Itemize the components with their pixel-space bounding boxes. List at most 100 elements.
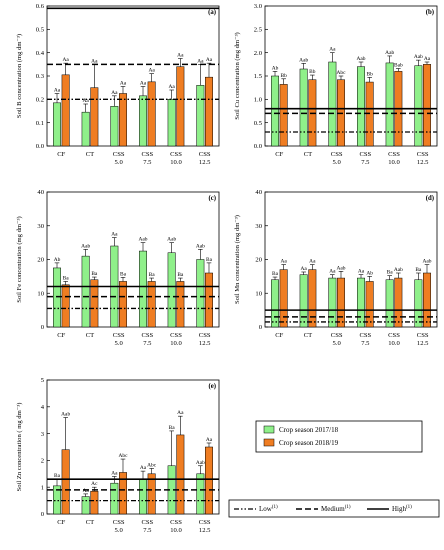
- significance-label: Aab: [61, 412, 70, 418]
- significance-label: Aa: [206, 57, 213, 63]
- significance-label: Abc: [147, 462, 157, 468]
- y-tick-label: 0.6: [36, 3, 45, 10]
- significance-label: Aab: [167, 237, 176, 243]
- significance-label: Aab: [357, 56, 366, 62]
- y-tick-label: 1.5: [254, 73, 263, 80]
- y-tick-label: 30: [37, 223, 44, 230]
- significance-label: Aa: [197, 58, 204, 64]
- x-tick-label: 12.5: [199, 340, 211, 347]
- x-tick-label: 5.0: [333, 159, 342, 166]
- significance-label: Aab: [394, 267, 403, 273]
- plot-frame: [46, 379, 220, 515]
- x-tick-label: 10.0: [170, 159, 182, 166]
- x-tick-label: CSS: [417, 151, 429, 158]
- significance-label: Aa: [140, 81, 147, 87]
- plot-frame: [46, 191, 220, 328]
- significance-label: Aab: [423, 259, 432, 265]
- x-tick-label: 5.0: [115, 340, 124, 347]
- significance-label: Aa: [177, 410, 184, 416]
- significance-label: Abc: [119, 453, 129, 459]
- bar-2017-18: [81, 496, 90, 515]
- x-tick-label: CSS: [417, 332, 429, 339]
- significance-label: Ab: [272, 65, 279, 71]
- significance-label: Aa: [120, 81, 127, 87]
- y-tick-label: 10: [37, 290, 44, 297]
- y-tick-label: 1: [41, 484, 44, 491]
- y-tick-label: 3.0: [254, 3, 263, 10]
- bar-2018-19: [61, 74, 70, 147]
- bar-2018-19: [90, 490, 99, 515]
- significance-label: Ba: [120, 271, 127, 277]
- x-tick-label: CSS: [141, 332, 153, 339]
- y-axis-label: Soil Zn concentration ( mg dm⁻³): [16, 403, 23, 492]
- y-axis-label: Soil Mn concentration (mg dm⁻³): [234, 215, 241, 304]
- significance-label: Abc: [337, 70, 347, 76]
- significance-label: Aab: [414, 54, 423, 60]
- bar-2017-18: [414, 279, 423, 328]
- significance-label: Ba: [149, 272, 156, 278]
- y-tick-label: 0: [41, 324, 45, 331]
- significance-label: Ba: [177, 272, 184, 278]
- x-tick-label: 7.5: [361, 340, 370, 347]
- legend-swatch-2018-19: [263, 438, 275, 447]
- x-tick-label: 7.5: [361, 159, 370, 166]
- significance-label: Aa: [149, 68, 156, 74]
- significance-label: Aa: [329, 269, 336, 275]
- bar-2017-18: [139, 478, 147, 515]
- y-tick-label: 0.5: [36, 27, 45, 34]
- chart-panels: 0.0 0.1 0.2 0.3 0.4 0.5 0.6 Soil B concentratio…: [16, 3, 438, 534]
- panel-label: (e): [208, 383, 216, 390]
- y-tick-label: 40: [255, 189, 262, 196]
- x-tick-label: CSS: [331, 151, 343, 158]
- bar-2017-18: [385, 62, 394, 147]
- x-tick-label: CSS: [388, 332, 400, 339]
- x-tick-label: CSS: [113, 151, 125, 158]
- significance-label: Aa: [54, 88, 61, 94]
- bar-2017-18: [196, 259, 205, 328]
- bar-2017-18: [110, 106, 119, 147]
- y-tick-label: 2.5: [254, 27, 263, 34]
- significance-label: Aa: [358, 269, 365, 275]
- significance-label: Ba: [54, 473, 61, 479]
- bar-2017-18: [414, 65, 423, 147]
- x-tick-label: CF: [57, 151, 65, 158]
- bar-2017-18: [81, 111, 90, 147]
- bar-2017-18: [271, 279, 279, 328]
- x-tick-label: CSS: [113, 332, 125, 339]
- significance-label: Aa: [177, 53, 184, 59]
- reference-line-legend: Low(1) Medium(1) High(1): [228, 499, 440, 518]
- significance-label: Ba: [415, 267, 422, 273]
- legend-medium-label: Medium(1): [321, 505, 351, 513]
- bar-2018-19: [337, 277, 345, 328]
- x-tick-label: CF: [275, 151, 283, 158]
- y-tick-label: 2.0: [254, 50, 263, 57]
- y-tick-label: 20: [37, 257, 44, 264]
- significance-label: Aab: [196, 460, 205, 466]
- bar-2017-18: [53, 102, 61, 147]
- significance-label: Aa: [111, 90, 118, 96]
- bar-2018-19: [176, 281, 185, 328]
- y-tick-label: 0.0: [254, 143, 263, 150]
- y-tick-label: 0.3: [36, 73, 45, 80]
- x-tick-label: CSS: [359, 332, 371, 339]
- x-tick-label: CSS: [199, 519, 211, 526]
- bar-2017-18: [167, 99, 176, 147]
- bar-2017-18: [271, 75, 279, 147]
- y-tick-label: 2: [41, 458, 44, 465]
- plot-frame: [46, 5, 220, 147]
- y-tick-label: 0.2: [36, 97, 44, 104]
- significance-label: Aab: [139, 237, 148, 243]
- panel-label: (d): [426, 195, 434, 202]
- bar-2018-19: [176, 434, 185, 515]
- bar-2018-19: [279, 84, 288, 147]
- panel-label: (b): [426, 9, 434, 16]
- x-tick-label: 7.5: [143, 340, 152, 347]
- x-tick-label: CT: [86, 332, 94, 339]
- significance-label: Aa: [91, 58, 98, 64]
- x-tick-label: CF: [275, 332, 283, 339]
- x-tick-label: CSS: [170, 332, 182, 339]
- y-tick-label: 20: [255, 257, 262, 264]
- x-tick-label: 12.5: [199, 527, 211, 534]
- x-tick-label: 10.0: [170, 340, 182, 347]
- significance-label: Aa: [140, 465, 147, 471]
